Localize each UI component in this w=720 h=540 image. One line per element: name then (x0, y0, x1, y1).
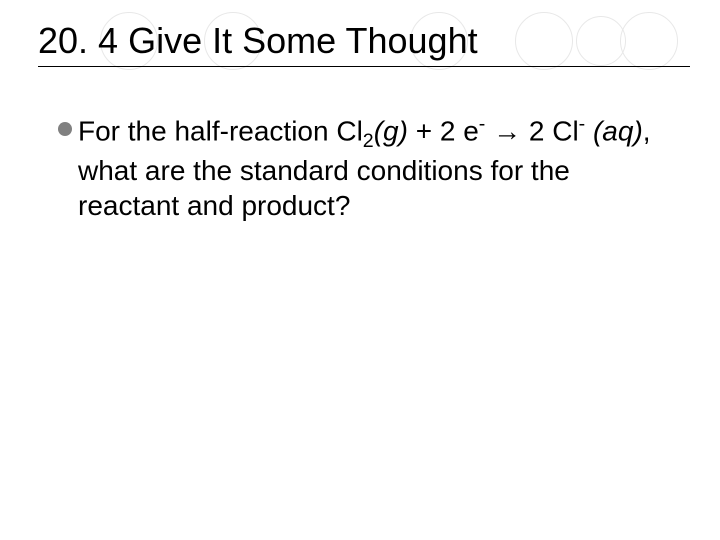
title-underline (38, 66, 690, 67)
text-italic: (aq) (593, 115, 643, 146)
slide-title: 20. 4 Give It Some Thought (38, 20, 682, 62)
bullet-icon (58, 122, 72, 136)
text-frag: For the half-reaction Cl (78, 115, 363, 146)
bullet-text: For the half-reaction Cl2(g) + 2 e- → 2 … (78, 112, 660, 223)
text-frag: + 2 e (408, 115, 479, 146)
title-container: 20. 4 Give It Some Thought (38, 20, 682, 62)
body-container: For the half-reaction Cl2(g) + 2 e- → 2 … (58, 112, 660, 223)
bullet-item: For the half-reaction Cl2(g) + 2 e- → 2 … (58, 112, 660, 223)
text-italic: (g) (374, 115, 408, 146)
text-frag (585, 115, 593, 146)
subscript: 2 (363, 130, 374, 152)
text-frag: → 2 Cl (485, 115, 578, 146)
